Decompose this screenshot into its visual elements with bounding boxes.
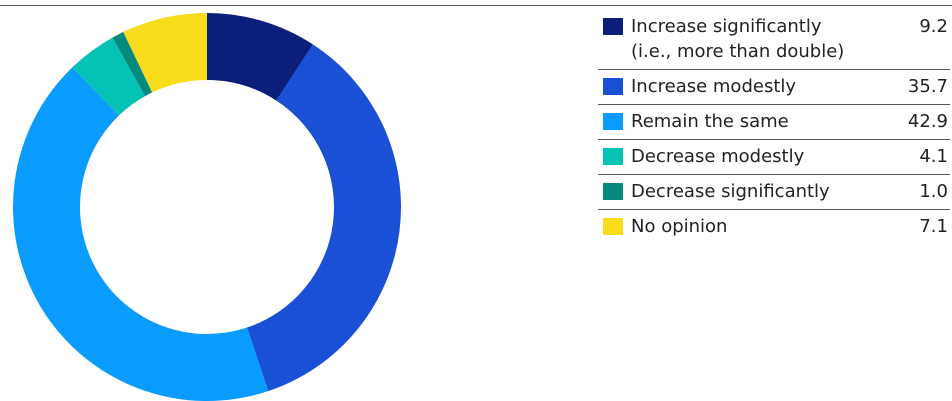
legend-row: No opinion 7.1	[598, 210, 950, 244]
legend-row: Decrease modestly 4.1	[598, 140, 950, 175]
donut-slice	[123, 12, 207, 93]
legend-value: 42.9	[907, 111, 948, 132]
legend-row: Increase significantly (i.e., more than …	[598, 10, 950, 70]
legend-swatch	[603, 148, 623, 165]
legend-row: Increase modestly 35.7	[598, 70, 950, 105]
legend-label: Remain the same	[631, 111, 789, 132]
legend-label: Decrease modestly	[631, 146, 805, 167]
legend-row: Decrease significantly 1.0	[598, 175, 950, 210]
donut-slice	[72, 37, 146, 116]
legend: Increase significantly (i.e., more than …	[598, 10, 950, 244]
legend-value: 35.7	[907, 76, 948, 97]
legend-swatch	[603, 113, 623, 130]
legend-value: 4.1	[919, 146, 948, 167]
legend-swatch	[603, 78, 623, 95]
legend-value: 1.0	[919, 181, 948, 202]
legend-swatch	[603, 18, 623, 35]
legend-label: Decrease significantly	[631, 181, 830, 202]
donut-chart	[13, 12, 401, 401]
top-rule	[0, 5, 952, 6]
legend-swatch	[603, 183, 623, 200]
legend-label: Increase significantly (i.e., more than …	[631, 16, 845, 62]
donut-slice	[207, 13, 314, 101]
donut-slice	[247, 44, 401, 392]
legend-label: Increase modestly	[631, 76, 797, 97]
donut-slice	[112, 31, 153, 97]
legend-swatch	[603, 218, 623, 235]
legend-label: No opinion	[631, 216, 728, 237]
donut-slice	[13, 67, 269, 401]
legend-value: 9.2	[919, 16, 948, 37]
legend-row: Remain the same 42.9	[598, 105, 950, 140]
legend-value: 7.1	[919, 216, 948, 237]
